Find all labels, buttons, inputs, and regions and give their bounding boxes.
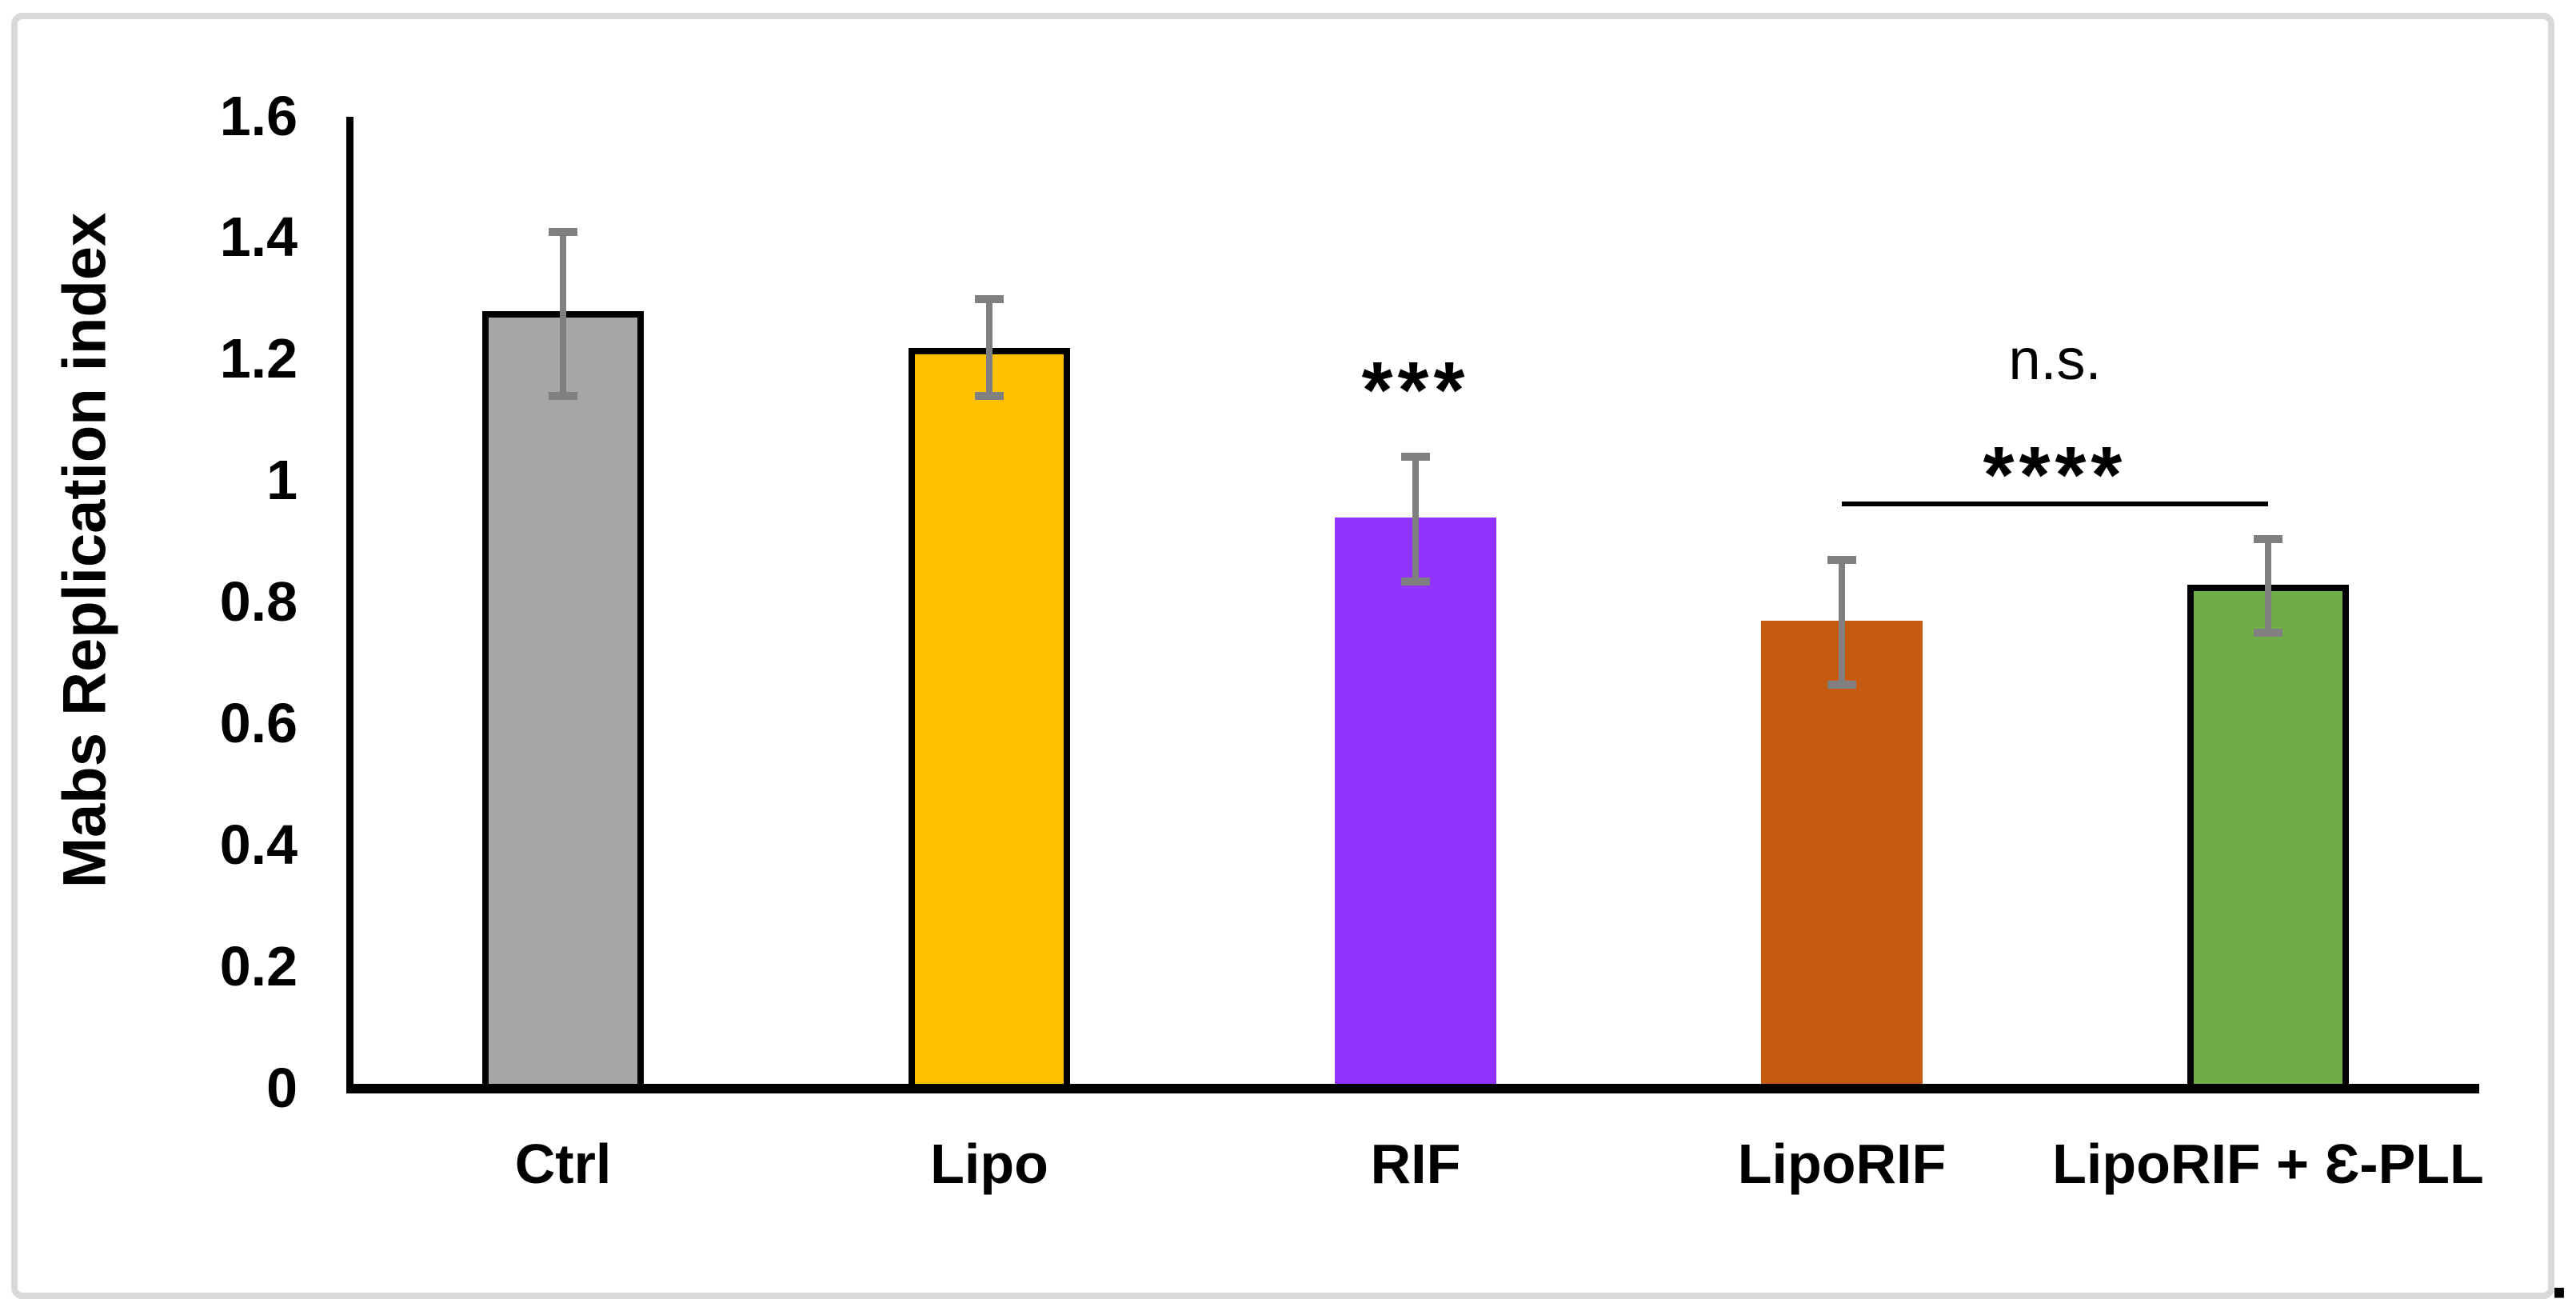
annotation-n-s: n.s.: [2008, 327, 2102, 392]
annotation-stars-4: ****: [1983, 430, 2127, 520]
error-bar-liporif-pll-cap-top: [2254, 534, 2282, 543]
x-label-ctrl: Ctrl: [514, 1133, 612, 1195]
x-label-rif: RIF: [1370, 1133, 1461, 1195]
bar-rif: [1335, 518, 1496, 1090]
x-label-liporif: LipoRIF: [1737, 1133, 1947, 1195]
error-bar-liporif-pll-cap-bottom: [2254, 629, 2282, 638]
error-bar-liporif-pll: [2265, 538, 2271, 634]
y-tick-label-1-6: 1.6: [219, 84, 298, 147]
y-tick-label-1: 1: [266, 449, 298, 512]
y-tick-label-1-4: 1.4: [219, 206, 298, 269]
bar-liporif-pll: [2187, 584, 2349, 1090]
y-tick-label-0-6: 0.6: [219, 691, 298, 754]
y-tick-label-1-2: 1.2: [219, 327, 298, 390]
error-bar-rif: [1412, 457, 1419, 582]
x-label-liporif-pll: LipoRIF + Ɛ-PLL: [2052, 1133, 2484, 1195]
error-bar-liporif: [1839, 560, 1845, 685]
bar-lipo: [909, 347, 1070, 1090]
caption-period: .: [2550, 1237, 2569, 1313]
error-bar-liporif-cap-top: [1827, 556, 1856, 565]
figure-border: [11, 13, 2554, 1299]
y-tick-label-0-8: 0.8: [219, 570, 298, 634]
y-tick-label-0: 0: [266, 1056, 298, 1119]
x-axis-line: [346, 1084, 2479, 1093]
error-bar-lipo-cap-top: [975, 294, 1004, 303]
significance-line: [1842, 502, 2268, 507]
error-bar-ctrl-cap-top: [549, 228, 577, 237]
annotation-stars-3: ***: [1361, 345, 1470, 435]
error-bar-rif-cap-top: [1401, 453, 1430, 462]
y-axis-line: [346, 117, 353, 1093]
error-bar-ctrl: [560, 232, 566, 397]
error-bar-liporif-cap-bottom: [1827, 681, 1856, 689]
error-bar-lipo: [986, 298, 992, 397]
x-label-lipo: Lipo: [930, 1133, 1048, 1195]
y-tick-label-0-2: 0.2: [219, 934, 298, 997]
bar-ctrl: [482, 311, 644, 1090]
y-axis-title: Mabs Replication index: [50, 212, 119, 889]
bar-liporif: [1761, 621, 1923, 1090]
error-bar-rif-cap-bottom: [1401, 577, 1430, 586]
error-bar-ctrl-cap-bottom: [549, 392, 577, 401]
error-bar-lipo-cap-bottom: [975, 392, 1004, 401]
y-tick-label-0-4: 0.4: [219, 813, 298, 876]
